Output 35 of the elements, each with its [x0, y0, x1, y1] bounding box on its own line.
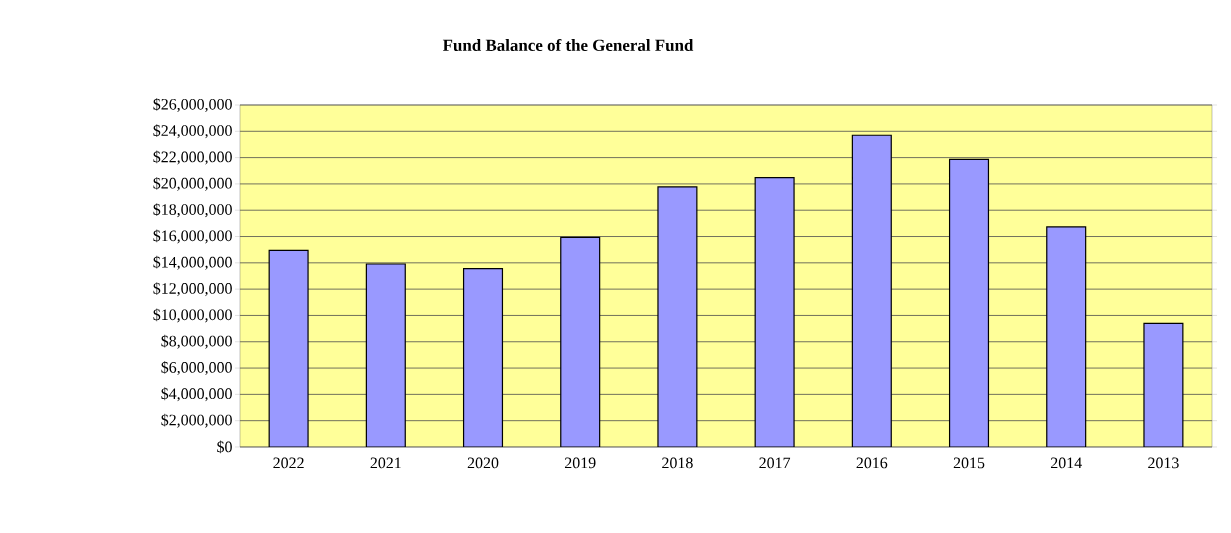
- y-tick-label: $12,000,000: [153, 282, 232, 297]
- y-tick-label: $18,000,000: [153, 203, 232, 218]
- x-tick-label: 2014: [1050, 457, 1082, 469]
- bar: [657, 186, 698, 447]
- y-tick-label: $26,000,000: [153, 97, 232, 112]
- x-tick-label: 2020: [467, 457, 499, 469]
- y-tick-label: $4,000,000: [161, 387, 232, 402]
- x-tick-label: 2022: [273, 457, 304, 469]
- x-tick-label: 2018: [662, 457, 693, 469]
- y-tick-label: $8,000,000: [161, 334, 232, 349]
- y-tick-label: $6,000,000: [161, 361, 232, 376]
- y-tick-label: $10,000,000: [153, 308, 232, 323]
- chart-title: Fund Balance of the General Fund: [442, 38, 694, 52]
- bar: [560, 236, 601, 447]
- y-tick-label: $24,000,000: [153, 124, 232, 139]
- bar: [754, 177, 795, 447]
- x-tick-label: 2017: [759, 457, 791, 469]
- y-tick-label: $0: [217, 440, 232, 454]
- x-tick-label: 2019: [564, 457, 596, 469]
- y-tick-label: $2,000,000: [161, 413, 232, 428]
- bar: [1046, 226, 1087, 447]
- bar: [851, 134, 892, 447]
- x-tick-label: 2021: [370, 457, 401, 469]
- x-tick-label: 2015: [953, 457, 985, 469]
- y-tick-label: $16,000,000: [153, 229, 232, 244]
- y-tick-label: $20,000,000: [153, 176, 232, 191]
- bar: [1143, 322, 1184, 447]
- x-tick-label: 2013: [1148, 457, 1179, 469]
- bar: [948, 158, 990, 447]
- bar: [268, 249, 309, 447]
- y-tick-label: $14,000,000: [153, 255, 232, 270]
- y-tick-label: $22,000,000: [153, 150, 232, 165]
- bar: [365, 263, 406, 447]
- x-tick-label: 2016: [856, 457, 888, 469]
- bar: [462, 268, 504, 447]
